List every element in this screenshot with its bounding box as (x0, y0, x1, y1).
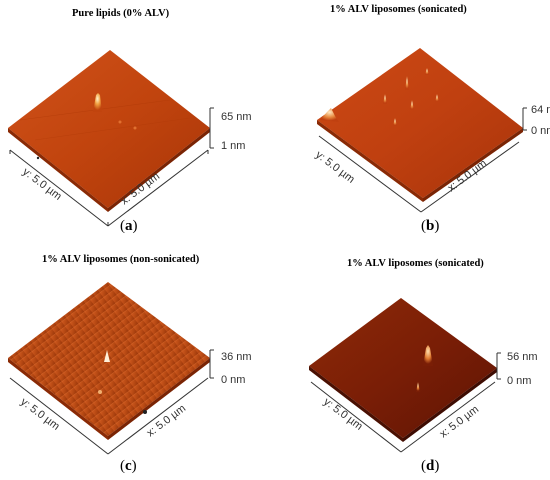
z-max-label: 56 nm (507, 351, 538, 363)
surface-peak (93, 93, 102, 112)
afm-image: y: 5.0 µm x: 5.0 µm (8, 282, 214, 455)
panel-label: (a) (120, 218, 138, 234)
z-max-label: 64 nm (531, 104, 550, 116)
afm-image: y: 5.0 µm x: 5.0 µm (8, 50, 214, 227)
panel-c: 1% ALV liposomes (non-sonicated) y: 5.0 … (0, 240, 275, 480)
surface-peak (104, 350, 110, 362)
panel-title: 1% ALV liposomes (non-sonicated) (42, 254, 200, 265)
panel-label: (c) (120, 458, 137, 474)
afm-image: y: 5.0 µm x: 5.0 µm (309, 298, 501, 453)
surface-peak (320, 108, 339, 122)
z-max-label: 65 nm (221, 111, 252, 123)
z-min-label: 0 nm (531, 125, 550, 137)
surface (8, 50, 210, 208)
panel-a: Pure lipids (0% ALV) (0, 0, 275, 240)
z-max-label: 36 nm (221, 351, 252, 363)
z-min-label: 1 nm (221, 140, 246, 152)
panel-title: Pure lipids (0% ALV) (72, 8, 170, 19)
surface (317, 48, 523, 198)
afm-image: y: 5.0 µm x: 5.0 µm (313, 48, 527, 213)
z-min-label: 0 nm (507, 375, 532, 387)
panel-title: 1% ALV liposomes (sonicated) (330, 4, 467, 15)
z-min-label: 0 nm (221, 374, 246, 386)
panel-label: (d) (421, 458, 440, 474)
panel-title: 1% ALV liposomes (sonicated) (347, 258, 484, 269)
panel-label: (b) (421, 218, 440, 234)
surface-peak (423, 345, 433, 366)
panel-b: 1% ALV liposomes (sonicated) (275, 0, 550, 240)
panel-d: 1% ALV liposomes (sonicated) y: 5.0 µm x… (275, 240, 550, 480)
y-axis-label: y: 5.0 µm (313, 149, 357, 186)
